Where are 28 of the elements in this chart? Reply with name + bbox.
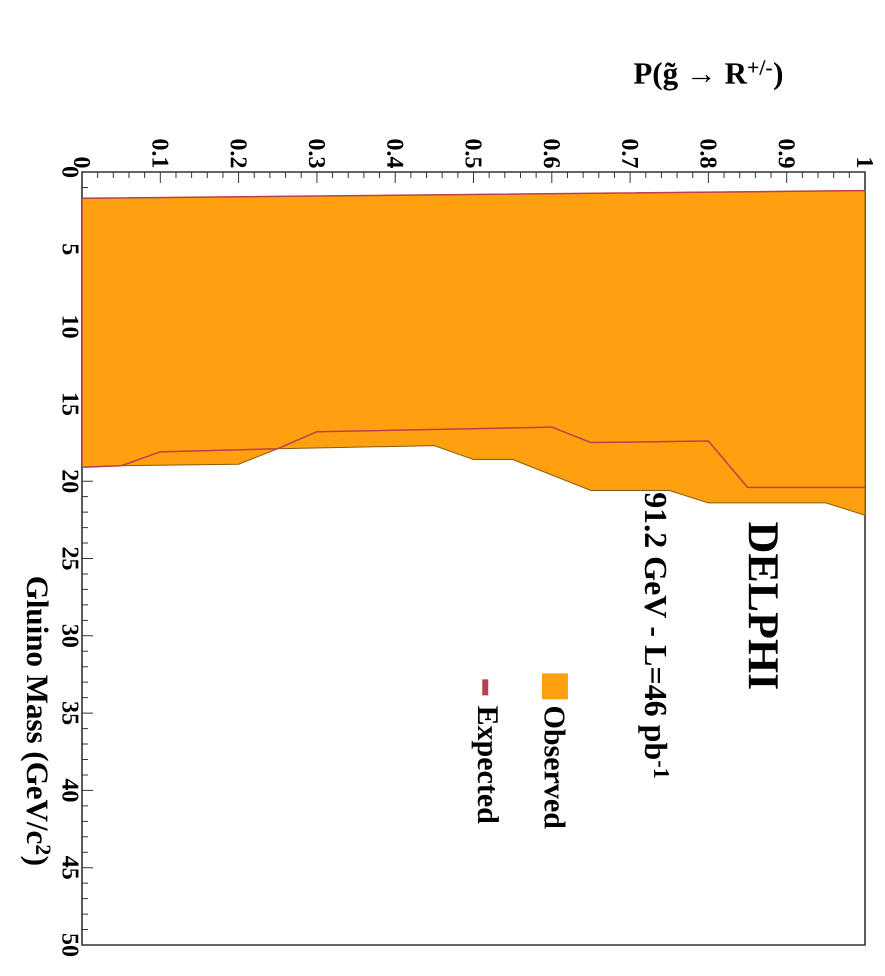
- y-axis-title: Gluino Mass (GeV/c$^{2}$): [20, 577, 50, 865]
- y-tick-label: 20: [62, 470, 78, 492]
- y-tick-label: 30: [62, 624, 78, 647]
- y-tick-label: 10: [62, 316, 78, 338]
- x-tick-label: 0.5: [465, 139, 482, 168]
- x-tick-label: 0.4: [387, 139, 404, 168]
- y-tick-label: 5: [62, 244, 78, 254]
- annotation: DELPHI: [748, 522, 778, 689]
- x-axis-title: P(g̃ → R$^{+/-}$): [634, 60, 782, 90]
- y-tick-label: 45: [62, 856, 78, 879]
- x-tick-label: 1: [857, 158, 873, 168]
- legend-label: Observed: [544, 707, 566, 829]
- y-tick-label: 0: [62, 166, 78, 178]
- x-tick-label: 0: [74, 157, 90, 168]
- y-tick-label: 35: [62, 702, 78, 724]
- x-tick-label: 0.6: [544, 139, 560, 168]
- x-tick-label: 0.7: [622, 139, 638, 168]
- legend-label: Expected: [472, 706, 499, 824]
- x-tick-label: 0.3: [308, 139, 326, 168]
- x-tick-label: 0.9: [778, 139, 795, 168]
- annotation: 91.2 GeV - L=46 pb$^{-1}$: [638, 493, 669, 778]
- x-tick-label: 0.1: [152, 139, 168, 168]
- x-tick-label: 0.2: [230, 139, 247, 168]
- y-tick-label: 25: [62, 548, 78, 570]
- y-tick-label: 40: [62, 778, 78, 802]
- x-tick-label: 0.8: [700, 139, 717, 168]
- y-tick-label: 50: [62, 934, 78, 956]
- y-tick-label: 15: [62, 394, 78, 416]
